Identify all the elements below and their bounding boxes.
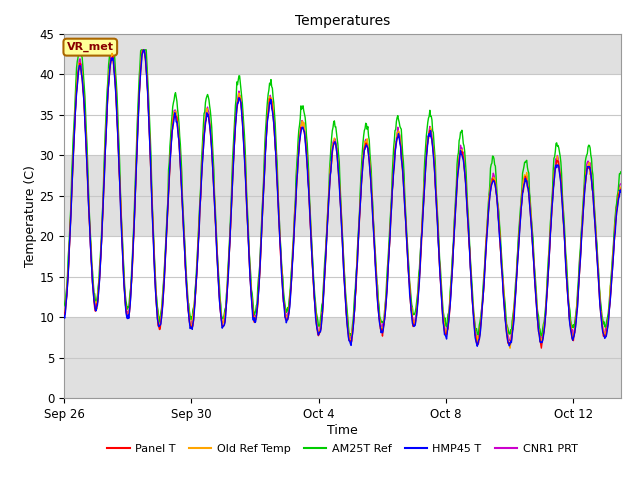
Title: Temperatures: Temperatures (295, 14, 390, 28)
X-axis label: Time: Time (327, 424, 358, 437)
Text: VR_met: VR_met (67, 42, 114, 52)
Bar (64, 155, 621, 236)
Y-axis label: Temperature (C): Temperature (C) (24, 165, 36, 267)
Bar (64, 34, 621, 74)
Legend: Panel T, Old Ref Temp, AM25T Ref, HMP45 T, CNR1 PRT: Panel T, Old Ref Temp, AM25T Ref, HMP45 … (103, 440, 582, 458)
Bar (64, 317, 621, 398)
